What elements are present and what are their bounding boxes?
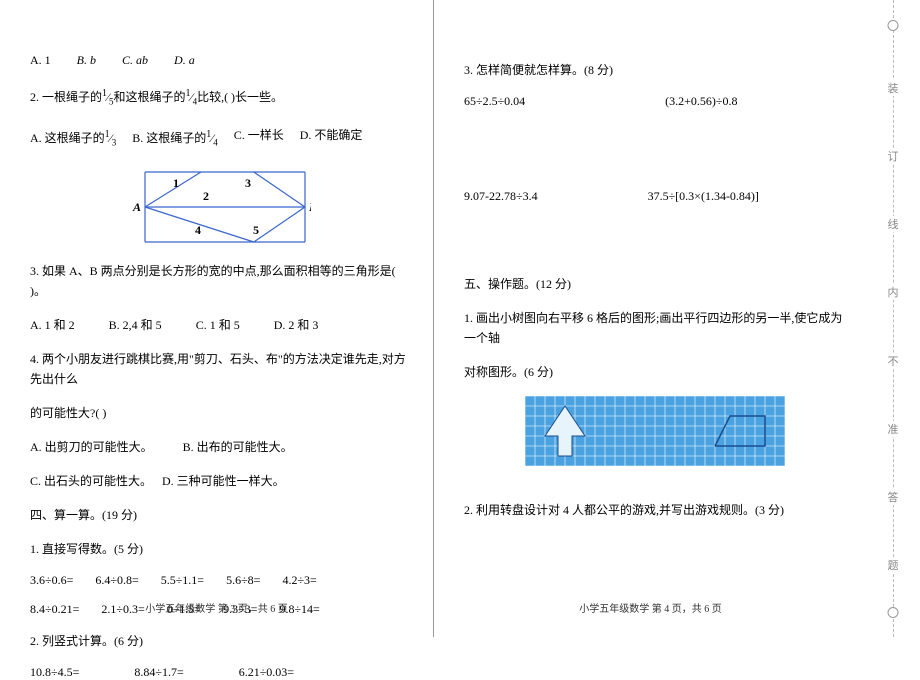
q2-stem: 2. 一根绳子的1⁄5和这根绳子的1⁄4比较,( )长一些。 [30,84,411,111]
binding-char: 订 [888,148,899,164]
q1-options: A. 1 B. b C. ab D. a [30,50,411,70]
sec4-2-title: 2. 列竖式计算。(6 分) [30,631,411,651]
q2-options: A. 这根绳子的1⁄3 B. 这根绳子的1⁄4 C. 一样长 D. 不能确定 [30,125,411,152]
calc-row-3: 10.8÷4.5= 8.84÷1.7= 6.21÷0.03= [30,665,411,680]
binding-char: 线 [888,216,899,232]
binding-char: 装 [888,80,899,96]
page-4: 3. 怎样简便就怎样算。(8 分) 65÷2.5÷0.04 (3.2+0.56)… [434,0,867,637]
grid-figure [464,396,845,470]
opt: A. 1 [30,50,51,70]
page-footer-3: 小学五年级数学 第 3 页，共 6 页 [0,600,433,615]
sec4-1-title: 1. 直接写得数。(5 分) [30,539,411,559]
sec5-2: 2. 利用转盘设计对 4 人都公平的游戏,并写出游戏规则。(3 分) [464,500,845,520]
q4-stem-b: 的可能性大?( ) [30,403,411,423]
binding-char: 题 [888,557,899,573]
binding-char: 内 [888,284,899,300]
section-5-title: 五、操作题。(12 分) [464,274,845,294]
q4-options-ab: A. 出剪刀的可能性大。 B. 出布的可能性大。 [30,437,411,457]
sec5-1a: 1. 画出小树图向右平移 6 格后的图形;画出平行四边形的另一半,使它成为一个轴 [464,308,845,348]
rectangle-figure: A B 1 2 3 4 5 [30,167,411,251]
svg-text:2: 2 [203,189,209,203]
opt: B. b [77,50,96,70]
svg-text:4: 4 [195,223,201,237]
page-3: A. 1 B. b C. ab D. a 2. 一根绳子的1⁄5和这根绳子的1⁄… [0,0,433,637]
svg-text:5: 5 [253,223,259,237]
svg-text:B: B [308,200,311,214]
calc-row-a: 65÷2.5÷0.04 (3.2+0.56)÷0.8 [464,94,845,109]
svg-text:A: A [132,200,141,214]
q3-stem: 3. 如果 A、B 两点分别是长方形的宽的中点,那么面积相等的三角形是( )。 [30,261,411,301]
sec5-1b: 对称图形。(6 分) [464,362,845,382]
sec4-3-title: 3. 怎样简便就怎样算。(8 分) [464,60,845,80]
binding-char: 答 [888,489,899,505]
calc-row-1: 3.6÷0.6= 6.4÷0.8= 5.5÷1.1= 5.6÷8= 4.2÷3= [30,573,411,588]
calc-row-b: 9.07-22.78÷3.4 37.5÷[0.3×(1.34-0.84)] [464,189,845,204]
binding-circle [888,607,899,618]
binding-circle [888,20,899,31]
binding-strip: 装订线内不准答题 [867,0,919,637]
opt: C. ab [122,50,148,70]
binding-char: 准 [888,421,899,437]
q4-options-cd: C. 出石头的可能性大。 D. 三种可能性一样大。 [30,471,411,491]
page-footer-4: 小学五年级数学 第 4 页，共 6 页 [434,600,867,615]
q3-options: A. 1 和 2 B. 2,4 和 5 C. 1 和 5 D. 2 和 3 [30,315,411,335]
svg-text:3: 3 [245,176,251,190]
svg-text:1: 1 [173,176,179,190]
binding-char: 不 [888,353,899,369]
q4-stem-a: 4. 两个小朋友进行跳棋比赛,用"剪刀、石头、布"的方法决定谁先走,对方先出什么 [30,349,411,389]
opt: D. a [174,50,195,70]
section-4-title: 四、算一算。(19 分) [30,505,411,525]
